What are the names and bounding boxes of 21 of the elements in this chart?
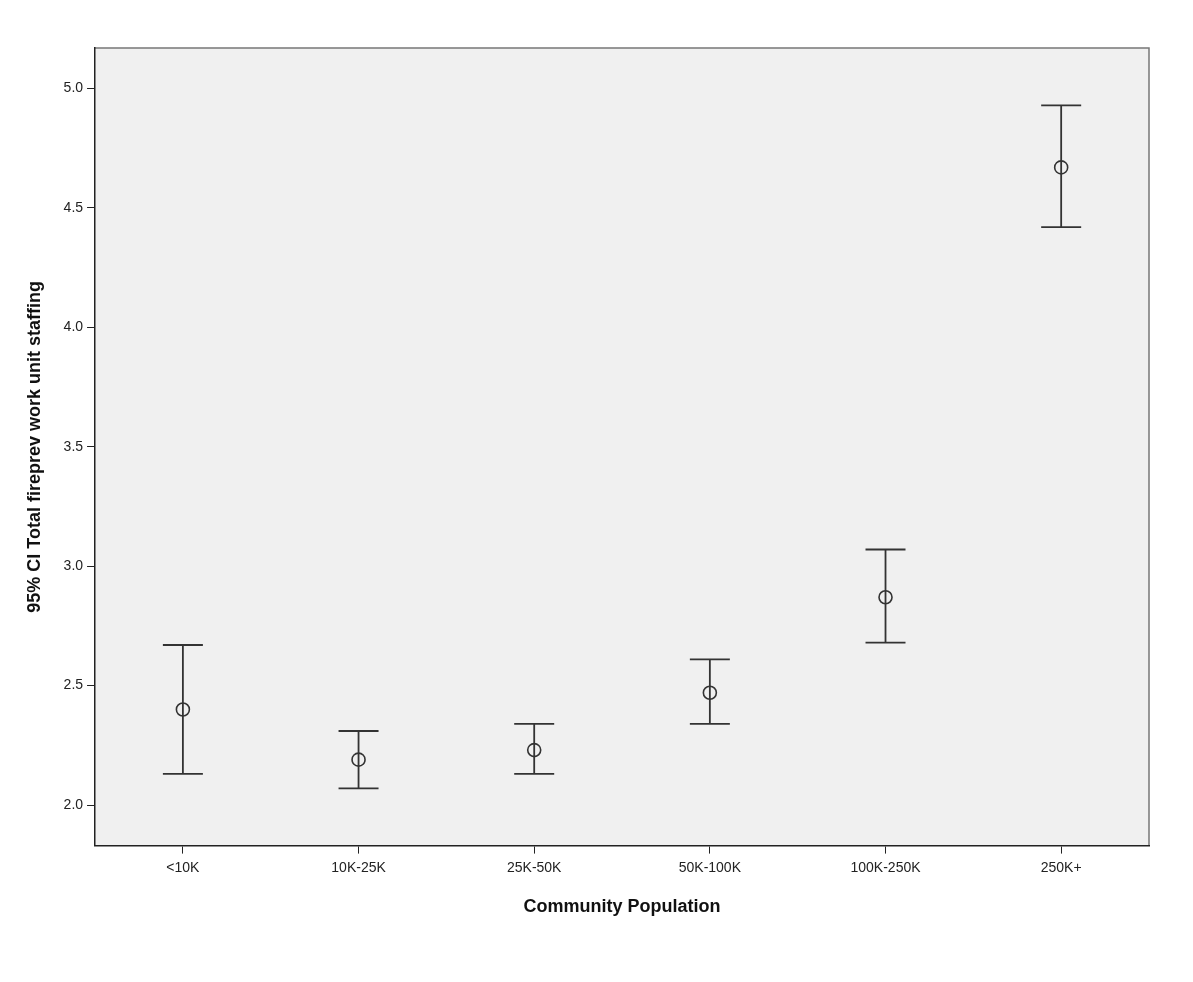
x-tick-label: 250K+ <box>1040 858 1082 875</box>
point <box>702 685 718 701</box>
y-tick-label: 2.0 <box>63 795 84 812</box>
point <box>878 589 893 605</box>
point <box>175 702 191 717</box>
y-tick-label: 4.0 <box>63 318 84 335</box>
x-tick-label: <10K <box>166 858 201 875</box>
point <box>351 752 366 767</box>
x-tick-label: 50K-100K <box>678 858 742 875</box>
y-tick-label: 3.5 <box>63 437 84 454</box>
point <box>526 742 542 758</box>
y-tick-label: 3.0 <box>63 557 84 574</box>
x-tick-label: 10K-25K <box>331 858 387 875</box>
point <box>1053 160 1069 175</box>
x-tick-label: 100K-250K <box>850 858 922 875</box>
y-tick-label: 4.5 <box>63 198 84 215</box>
x-tick-label: 25K-50K <box>506 858 563 875</box>
y-tick-label: 2.5 <box>63 676 84 693</box>
y-tick-label: 5.0 <box>63 79 84 96</box>
y-axis-title: 95% CI Total fireprev work unit staffing <box>23 280 44 613</box>
x-axis-title: Community Population <box>523 896 721 917</box>
